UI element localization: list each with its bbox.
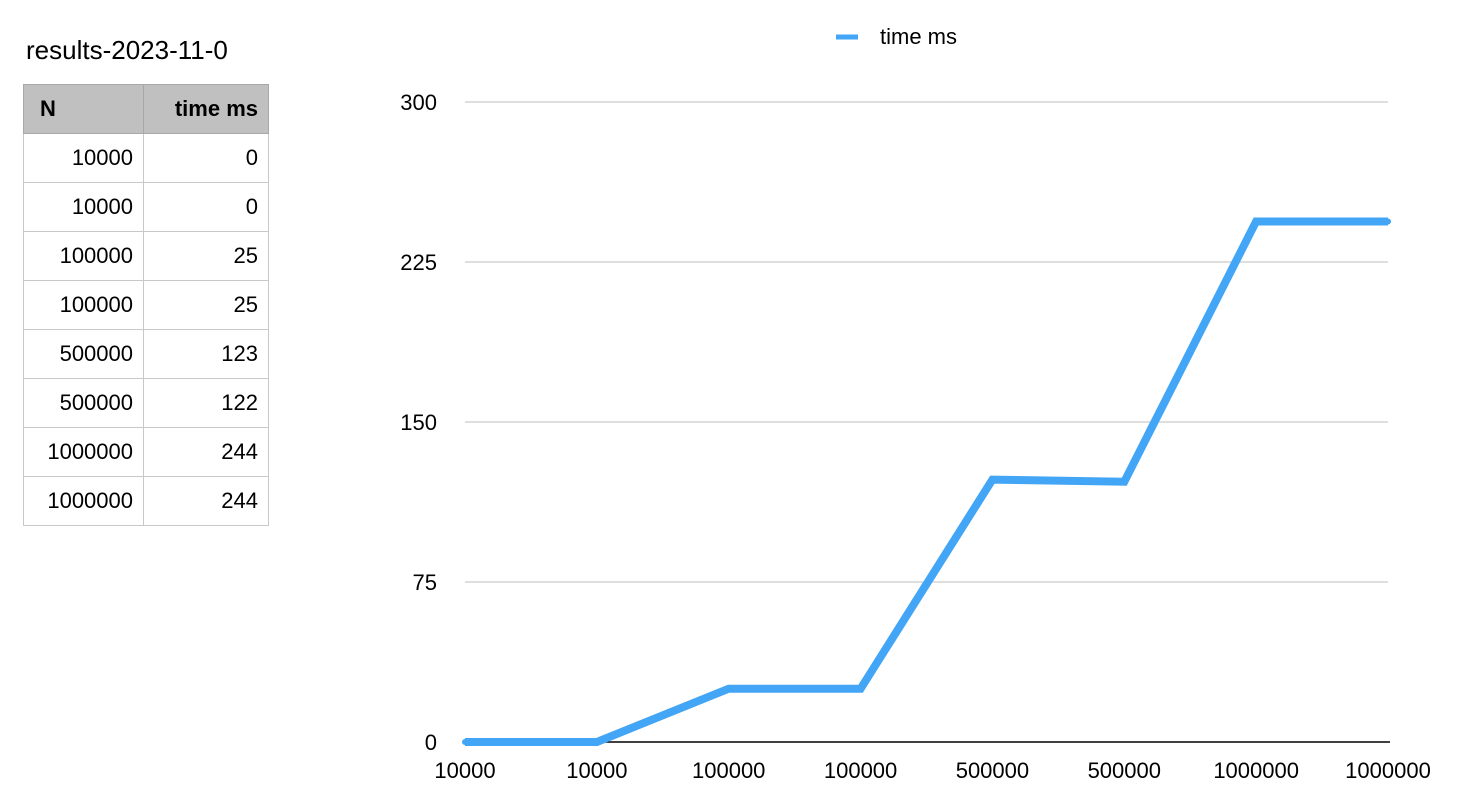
sheet-title: results-2023-11-0 [26,35,228,65]
x-tick-label: 500000 [1088,758,1161,783]
table-row: 500000 123 [23,329,269,379]
data-point[interactable] [725,685,732,692]
data-table: N time ms 10000 0 10000 0 100000 25 1000… [23,84,269,526]
y-tick-label: 300 [400,90,437,115]
y-axis: 0 75 150 225 300 [400,90,437,755]
column-header-time-ms[interactable]: time ms [143,84,269,134]
y-tick-label: 75 [413,570,437,595]
table-cell-time[interactable]: 25 [143,280,269,330]
y-tick-label: 150 [400,410,437,435]
table-cell-n[interactable]: 500000 [23,378,144,428]
x-axis: 10000 10000 100000 100000 500000 500000 100000… [434,741,1431,783]
table-cell-time[interactable]: 0 [143,182,269,232]
table-row: 10000 0 [23,182,269,232]
x-tick-label: 1000000 [1213,758,1299,783]
data-point[interactable] [857,685,864,692]
data-point[interactable] [593,739,600,745]
legend-label: time ms [880,24,957,49]
y-tick-label: 225 [400,250,437,275]
chart-legend[interactable]: time ms [836,24,957,49]
x-tick-label: 10000 [566,758,627,783]
table-row: 500000 122 [23,378,269,428]
table-cell-time[interactable]: 122 [143,378,269,428]
x-tick-label: 10000 [434,758,495,783]
chart-series[interactable] [462,217,1391,746]
x-tick-label: 100000 [692,758,765,783]
data-point[interactable] [462,739,468,745]
table-cell-time[interactable]: 123 [143,329,269,379]
data-point[interactable] [1253,218,1260,225]
table-cell-time[interactable]: 25 [143,231,269,281]
table-cell-n[interactable]: 10000 [23,182,144,232]
table-cell-n[interactable]: 100000 [23,280,144,330]
data-point[interactable] [1385,218,1391,225]
table-cell-time[interactable]: 244 [143,476,269,526]
table-cell-n[interactable]: 500000 [23,329,144,379]
table-row: 100000 25 [23,231,269,281]
table-row: 1000000 244 [23,476,269,526]
table-cell-n[interactable]: 100000 [23,231,144,281]
table-row: 1000000 244 [23,427,269,477]
column-header-n[interactable]: N [23,84,144,134]
table-cell-n[interactable]: 1000000 [23,476,144,526]
series-line[interactable] [465,217,1388,746]
chart-gridlines [465,101,1388,583]
x-tick-label: 500000 [956,758,1029,783]
table-header-row: N time ms [23,84,269,134]
y-tick-label: 0 [425,730,437,755]
data-point[interactable] [1121,478,1128,485]
data-point[interactable] [989,476,996,483]
x-tick-label: 100000 [824,758,897,783]
x-tick-label: 1000000 [1345,758,1431,783]
table-row: 100000 25 [23,280,269,330]
